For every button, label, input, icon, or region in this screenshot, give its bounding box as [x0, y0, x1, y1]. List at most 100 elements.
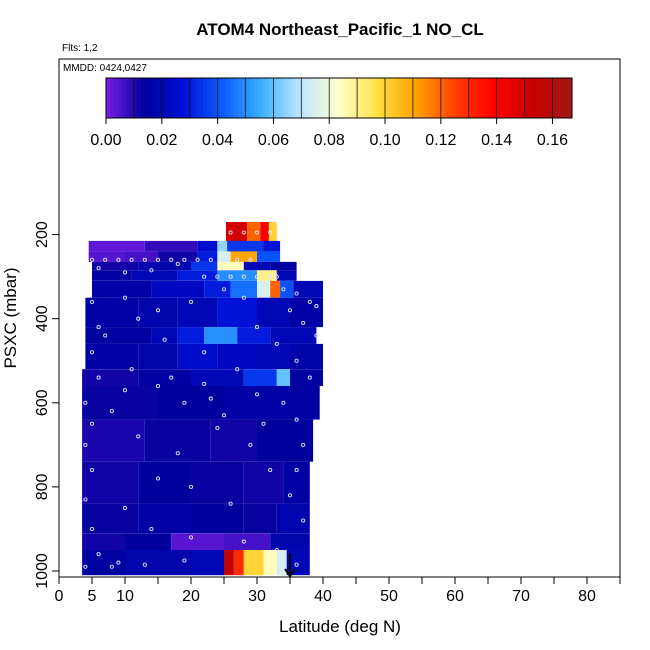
- heatmap-cell: [92, 261, 139, 271]
- heatmap-cell: [88, 251, 125, 262]
- chart-title: ATOM4 Northeast_Pacific_1 NO_CL: [196, 20, 484, 39]
- colorbar-segment: [346, 78, 352, 118]
- colorbar-segment: [529, 78, 534, 118]
- sample-point: [109, 564, 114, 569]
- colorbar-segment: [544, 78, 550, 118]
- sample-point: [136, 434, 141, 439]
- sample-point: [89, 350, 95, 355]
- colorbar-segment: [405, 78, 410, 118]
- sample-point: [281, 287, 286, 292]
- sample-point: [301, 442, 306, 447]
- heatmap-cell: [270, 327, 317, 344]
- sample-point: [202, 381, 207, 386]
- colorbar-segment: [292, 78, 297, 118]
- sample-point: [254, 392, 260, 397]
- sample-point: [228, 501, 233, 506]
- colorbar-segment: [261, 78, 266, 118]
- x-tick-label: 20: [182, 588, 200, 605]
- colorbar-segment: [253, 78, 258, 118]
- sample-point: [294, 562, 299, 567]
- sample-point: [208, 257, 213, 262]
- heatmap-cell: [131, 270, 178, 281]
- colorbar-segment: [432, 78, 437, 118]
- sample-point: [149, 526, 154, 532]
- heatmap-cell: [290, 369, 323, 386]
- colorbar-segment: [121, 78, 126, 118]
- sample-point: [175, 451, 180, 456]
- sample-point: [287, 493, 293, 498]
- colorbar-segment: [560, 78, 565, 118]
- flights-note: Flts: 1,2: [62, 43, 98, 54]
- colorbar-segment: [564, 78, 569, 118]
- colorbar-segment: [439, 78, 445, 118]
- colorbar-segment: [443, 78, 449, 118]
- colorbar-segment: [339, 78, 344, 118]
- colorbar-segment: [113, 78, 119, 118]
- heatmap-cell: [177, 343, 218, 370]
- sample-point: [169, 257, 174, 262]
- sample-point: [109, 409, 114, 414]
- colorbar-segment: [393, 78, 398, 118]
- heatmap-cell: [197, 251, 218, 262]
- sample-point: [142, 562, 147, 567]
- colorbar-segment: [148, 78, 153, 118]
- colorbar-segment: [331, 78, 336, 118]
- colorbar-segment: [199, 78, 204, 118]
- sample-point: [149, 268, 154, 273]
- heatmap-cell: [138, 503, 191, 534]
- sample-point: [268, 468, 273, 473]
- heatmap-cell: [197, 240, 218, 252]
- colorbar-segment: [517, 78, 522, 118]
- heatmap-cell: [92, 270, 132, 281]
- colorbar-segment: [381, 78, 386, 118]
- colorbar-segment: [513, 78, 519, 118]
- heatmap-cell: [217, 297, 257, 328]
- colorbar-segment: [214, 78, 220, 118]
- sample-point: [89, 468, 95, 473]
- sample-point: [162, 337, 167, 342]
- x-tick-label: 10: [116, 588, 134, 605]
- colorbar-tick-label: 0.10: [369, 132, 400, 149]
- sample-point: [116, 560, 121, 565]
- colorbar-tick-label: 0.04: [202, 132, 233, 149]
- colorbar-segment: [490, 78, 495, 118]
- colorbar-segment: [168, 78, 173, 118]
- sample-point: [136, 316, 141, 321]
- heatmap-cell: [283, 461, 310, 504]
- sample-point: [241, 295, 246, 300]
- colorbar-segment: [548, 78, 553, 118]
- heatmap-cell: [177, 297, 218, 328]
- heatmap-cell: [85, 297, 139, 328]
- heatmap-cell: [224, 386, 290, 420]
- colorbar-segment: [568, 78, 573, 118]
- heatmap-cell: [290, 343, 323, 370]
- x-tick-label: 30: [248, 588, 266, 605]
- heatmap-cell: [204, 280, 231, 298]
- heatmap-cell: [268, 222, 277, 252]
- sample-point: [89, 257, 95, 262]
- colorbar-segment: [238, 78, 243, 118]
- sample-point: [96, 266, 101, 271]
- sample-point: [188, 535, 194, 540]
- colorbar-segment: [401, 78, 406, 118]
- heatmap-cell: [158, 386, 224, 420]
- heatmap-cell: [290, 297, 323, 328]
- colorbar-segment: [257, 78, 262, 118]
- colorbar-segment: [533, 78, 538, 118]
- colorbar-segment: [241, 78, 247, 118]
- y-axis-title: PSXC (mbar): [1, 267, 20, 368]
- sample-point: [129, 367, 134, 372]
- colorbar-segment: [265, 78, 270, 118]
- sample-point: [182, 558, 187, 563]
- marker-arrow-head: [284, 568, 296, 578]
- x-axis: 0 5 10 20 30 40 50 60 70 80: [55, 577, 621, 605]
- colorbar-segment: [140, 78, 146, 118]
- colorbar-segment: [389, 78, 394, 118]
- y-tick-label: 800: [34, 473, 51, 500]
- sample-point: [103, 333, 108, 338]
- colorbar-tick-label: 0.08: [314, 132, 345, 149]
- heatmap-cell: [85, 327, 152, 344]
- colorbar-tick-label: 0.14: [481, 132, 512, 149]
- sample-point: [122, 295, 128, 300]
- colorbar-segment: [323, 78, 328, 118]
